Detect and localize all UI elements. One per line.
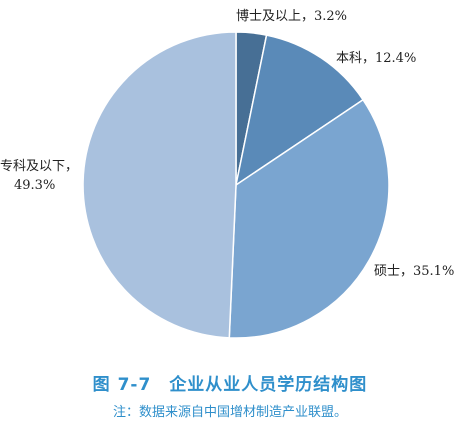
slice-label-4: 专科及以下， 49.3% <box>0 159 78 193</box>
pie-slice-3 <box>228 99 390 339</box>
slice-label-2: 本科，12.4% <box>336 51 416 66</box>
figure-caption: 图 7-7 企业从业人员学历结构图 <box>0 370 460 395</box>
figure-number: 图 7-7 <box>92 375 152 395</box>
slice-label-1: 博士及以上，3.2% <box>236 9 347 24</box>
slice-labels: 博士及以上，3.2% 本科，12.4% 硕士，35.1% 专科及以下， 49.3% <box>0 9 454 279</box>
slice-label-3: 硕士，35.1% <box>374 264 454 279</box>
pie-slices <box>82 31 390 339</box>
pie-slice-2 <box>235 34 364 186</box>
figure-note: 注：数据来源自中国增材制造产业联盟。 <box>112 405 347 420</box>
figure-title: 企业从业人员学历结构图 <box>169 375 368 395</box>
pie-slice-4 <box>82 31 237 339</box>
